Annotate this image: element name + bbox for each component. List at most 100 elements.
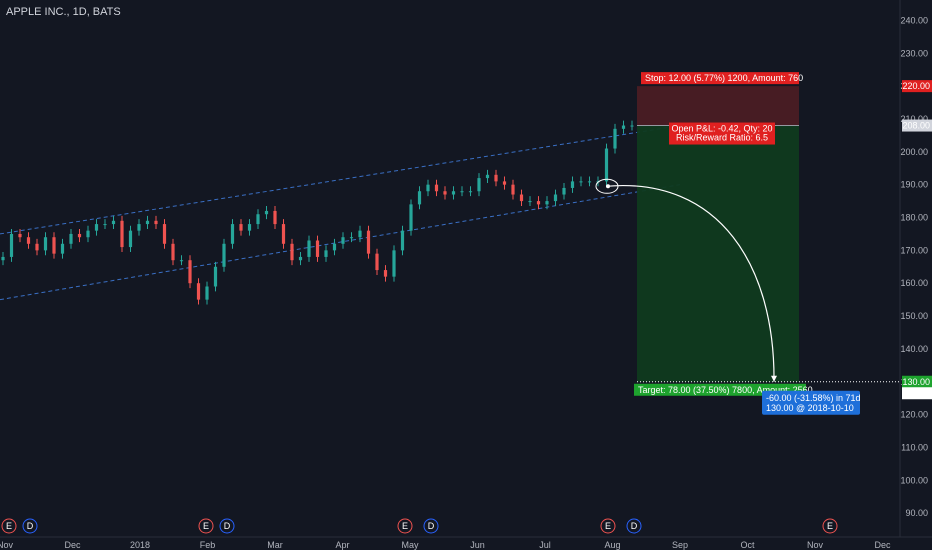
candle-body <box>43 237 48 251</box>
candle-body <box>281 224 286 244</box>
dividend-event-icon[interactable] <box>626 518 642 534</box>
candle-body <box>511 184 515 195</box>
x-tick-label: May <box>401 540 419 550</box>
candle-body <box>579 181 583 183</box>
x-tick-label: Dec <box>874 540 891 550</box>
candle-body <box>324 250 328 257</box>
candle-body <box>1 256 5 261</box>
candle-body <box>366 230 371 254</box>
x-tick-label: Jul <box>539 540 551 550</box>
candle-body <box>426 184 430 192</box>
candle-body <box>52 237 56 254</box>
measure-box <box>762 390 860 415</box>
x-tick-label: Aug <box>604 540 620 550</box>
candle-body <box>392 250 396 277</box>
candle-body <box>375 253 379 271</box>
x-tick-label: Sep <box>672 540 688 550</box>
stop-zone[interactable] <box>637 86 799 126</box>
candle-body <box>171 243 175 261</box>
chart-title: APPLE INC., 1D, BATS <box>6 6 121 18</box>
entry-price-tag-box <box>902 119 932 132</box>
x-tick-label: Nov <box>0 540 13 550</box>
target-label: Target: 78.00 (37.50%) 7800, Amount: 256… <box>638 385 813 395</box>
projection-arrow <box>605 184 775 382</box>
candle-body <box>154 220 158 225</box>
x-tick-label: Jun <box>470 540 485 550</box>
candle-body <box>443 191 447 195</box>
candle-body <box>621 125 626 129</box>
stop-label: Stop: 12.00 (5.77%) 1200, Amount: 760 <box>645 73 803 83</box>
candle-body <box>528 201 532 203</box>
candle-body <box>400 230 405 251</box>
target-zone[interactable] <box>637 125 799 382</box>
candle-body <box>26 237 31 244</box>
candle-body <box>604 148 609 182</box>
candle-body <box>264 210 269 215</box>
y-tick-label: 100.00 <box>900 475 928 485</box>
candle-body <box>613 128 617 149</box>
candle-body <box>188 260 192 284</box>
dividend-event-icon[interactable] <box>423 518 439 534</box>
candle-body <box>60 243 65 254</box>
measure-sub-label: 130.00 @ 2018-10-10 <box>766 403 854 413</box>
candle-body <box>417 191 422 205</box>
event-letter: E <box>402 521 408 531</box>
rr-label: Risk/Reward Ratio: 6.5 <box>676 133 768 143</box>
event-letter: D <box>631 521 638 531</box>
candle-body <box>460 191 464 193</box>
candle-body <box>349 237 354 239</box>
earnings-event-icon[interactable] <box>397 518 413 534</box>
candle-body <box>358 230 362 238</box>
candle-body <box>256 214 260 225</box>
candle-body <box>222 243 226 267</box>
candle-body <box>86 230 90 238</box>
dividend-event-icon[interactable] <box>22 518 38 534</box>
dividend-event-icon[interactable] <box>219 518 235 534</box>
candle-body <box>205 286 209 300</box>
y-tick-label: 210.00 <box>900 114 928 124</box>
candle-body <box>587 181 592 183</box>
candle-body <box>128 230 133 248</box>
candle-body <box>468 191 473 193</box>
candle-body <box>111 220 116 225</box>
stop-price-tag-box <box>902 80 932 93</box>
candle-body <box>451 191 456 195</box>
marker-price-tag-box <box>902 387 932 400</box>
marker-price-tag: 129.85 <box>902 388 930 398</box>
candle-body <box>290 243 294 261</box>
candle-body <box>247 224 252 231</box>
x-tick-label: 2018 <box>130 540 150 550</box>
candle-body <box>69 233 73 244</box>
candle-body <box>145 220 150 225</box>
candle-body <box>332 243 337 251</box>
candle-body <box>434 184 439 192</box>
earnings-event-icon[interactable] <box>1 518 17 534</box>
y-tick-label: 160.00 <box>900 278 928 288</box>
y-tick-label: 170.00 <box>900 245 928 255</box>
event-letter: E <box>827 521 833 531</box>
event-letter: D <box>27 521 34 531</box>
y-tick-label: 200.00 <box>900 147 928 157</box>
candle-body <box>315 240 320 257</box>
candle-body <box>18 233 22 238</box>
x-tick-label: Nov <box>807 540 824 550</box>
x-tick-label: Apr <box>335 540 349 550</box>
candle-body <box>519 194 524 202</box>
candle-body <box>239 224 243 231</box>
marker-ellipse <box>595 178 619 194</box>
y-tick-label: 240.00 <box>900 15 928 25</box>
candle-body <box>120 220 124 248</box>
x-tick-label: Dec <box>64 540 81 550</box>
candle-body <box>9 233 14 257</box>
event-letter: E <box>6 521 12 531</box>
y-tick-label: 110.00 <box>901 442 928 452</box>
candle-body <box>553 194 558 202</box>
candle-body <box>213 266 218 287</box>
earnings-event-icon[interactable] <box>822 518 838 534</box>
earnings-event-icon[interactable] <box>198 518 214 534</box>
event-letter: E <box>605 521 611 531</box>
earnings-event-icon[interactable] <box>600 518 616 534</box>
candle-body <box>273 210 277 225</box>
candle-body <box>383 270 388 277</box>
